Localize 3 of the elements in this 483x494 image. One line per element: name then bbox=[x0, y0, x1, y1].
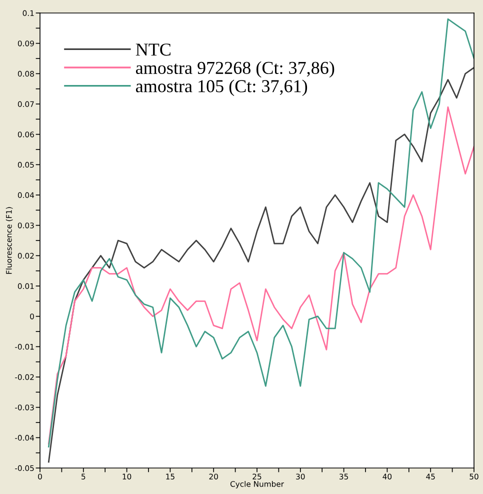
legend-label: amostra 105 (Ct: 37,61) bbox=[136, 80, 308, 96]
legend-label: NTC bbox=[136, 44, 170, 56]
legend-label: amostra 972268 (Ct: 37,86) bbox=[136, 61, 334, 78]
